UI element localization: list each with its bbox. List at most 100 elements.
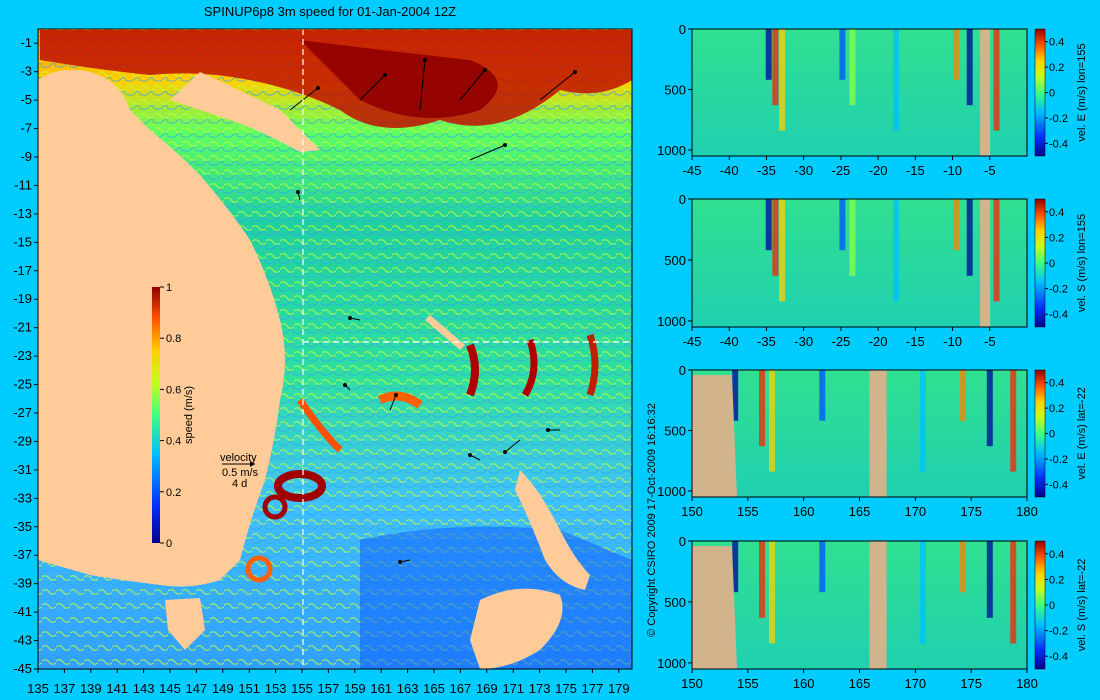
section-stripe: [893, 29, 899, 131]
section-land: [692, 546, 737, 669]
section-y-tick-label: 1000: [657, 484, 686, 499]
section-stripe: [819, 370, 826, 421]
map-y-tick-label: -27: [13, 405, 32, 420]
section-panel-1: -45 -40 -35 -30 -25 -20 -15 -10 -5 0 500 1000 0.4 0.2…: [657, 22, 1088, 178]
section-colorbar-label: vel. S (m/s) lat=-22: [1076, 559, 1088, 652]
section-y-tick-label: 500: [664, 595, 686, 610]
section-land: [980, 199, 991, 327]
section-y-tick-label: 500: [664, 423, 686, 438]
section-x-tick-label: 165: [849, 676, 871, 691]
map-panel: [38, 29, 632, 669]
section-x-tick-label: -35: [757, 334, 776, 349]
section-stripe: [960, 541, 966, 593]
velocity-key-duration: 4 d: [232, 478, 247, 490]
section-panel-2: -45 -40 -35 -30 -25 -20 -15 -10 -5 0 500 1000 0.4 0.2…: [657, 192, 1088, 349]
map-eddy-1: [274, 470, 326, 502]
velocity-key-title: velocity: [220, 452, 257, 464]
section-colorbar-tick-label: 0.4: [1049, 207, 1064, 219]
map-y-tick-label: -39: [13, 576, 32, 591]
section-colorbar-tick-label: 0.4: [1049, 37, 1064, 49]
section-x-tick-label: 180: [1016, 504, 1038, 519]
section-colorbar-tick-label: 0: [1049, 88, 1055, 100]
section-x-tick-label: -30: [794, 334, 813, 349]
section-panel-4: 150 155 160 165 170 175 180 0 500 1000 0.4 0.2 0 -0.2…: [657, 534, 1088, 691]
velocity-key-speed: 0.5 m/s: [222, 467, 259, 479]
section-x-tick-label: -15: [906, 163, 925, 178]
section-y-tick-label: 0: [679, 534, 686, 549]
map-eddy-3: [245, 555, 273, 583]
section-x-tick-label: 160: [793, 676, 815, 691]
map-x-tick-label: 157: [318, 681, 340, 696]
map-y-tick-label: -1: [20, 35, 32, 50]
section-x-tick-label: 170: [904, 676, 926, 691]
section-stripe: [819, 541, 826, 593]
section-frame: [691, 28, 1028, 157]
map-y-tick-label: -37: [13, 547, 32, 562]
section-stripe: [966, 199, 973, 276]
map-y-tick-label: -13: [13, 206, 32, 221]
section-colorbar-tick-label: -0.2: [1049, 113, 1068, 125]
section-colorbar-label: vel. E (m/s) lon=155: [1076, 43, 1088, 141]
section-stripe: [849, 199, 856, 276]
map-x-tick-label: 139: [80, 681, 102, 696]
section-panels: -45 -40 -35 -30 -25 -20 -15 -10 -5 0 500 1000 0.4 0.2…: [657, 22, 1088, 691]
section-stripe: [765, 199, 772, 251]
map-velocity-arrows: [289, 58, 577, 564]
map-y-tick-label: -45: [13, 661, 32, 676]
map-y-tick-label: -25: [13, 377, 32, 392]
map-y-axis: -1 -3 -5 -7 -9 -11 -13 -15 -17 -19 -21 -23 -25 -27 -29…: [13, 35, 38, 676]
section-colorbar-tick-label: 0.4: [1049, 378, 1064, 390]
map-x-tick-label: 135: [27, 681, 49, 696]
section-stripe: [919, 370, 926, 472]
map-colorbar-ticks: 0 0.2 0.4 0.6 0.8 1: [160, 282, 181, 550]
map-x-tick-label: 141: [106, 681, 128, 696]
map-land-nz-north: [515, 470, 590, 590]
section-stripe: [769, 541, 776, 644]
map-y-tick-label: -43: [13, 633, 32, 648]
section-colorbar-tick-label: 0: [1049, 600, 1055, 612]
map-x-tick-label: 137: [54, 681, 76, 696]
map-x-tick-label: 149: [212, 681, 234, 696]
map-x-tick-label: 165: [423, 681, 445, 696]
section-field: [692, 370, 1027, 497]
map-colorbar-tick-label: 0.4: [166, 436, 181, 448]
section-stripe: [993, 199, 1000, 302]
section-field: [692, 29, 1027, 156]
section-colorbar-tick-label: -0.2: [1049, 626, 1068, 638]
section-colorbar-label: vel. S (m/s) lon=155: [1076, 214, 1088, 312]
map-colorbar-tick-label: 0.2: [166, 487, 181, 499]
map-x-tick-label: 179: [608, 681, 630, 696]
section-x-tick-label: -25: [831, 163, 850, 178]
section-x-tick-label: -5: [984, 163, 996, 178]
section-colorbar-tick-label: 0.2: [1049, 403, 1064, 415]
section-stripe: [960, 370, 966, 421]
section-y-tick-label: 0: [679, 22, 686, 37]
section-stripe: [779, 29, 786, 131]
section-colorbar: [1035, 541, 1045, 669]
section-field: [692, 199, 1027, 327]
copyright-text: © Copyright CSIRO 2009 17-Oct-2009 16:16…: [646, 403, 658, 637]
section-x-tick-label: 160: [793, 504, 815, 519]
map-colorbar-tick-label: 1: [166, 282, 172, 294]
section-x-tick-label: -10: [943, 163, 962, 178]
section-frame: [691, 198, 1028, 328]
section-stripe: [849, 29, 856, 106]
section-stripe: [1010, 370, 1017, 472]
section-colorbar-label: vel. E (m/s) lat=-22: [1076, 387, 1088, 480]
section-stripe: [759, 370, 765, 447]
section-x-tick-label: -45: [683, 334, 702, 349]
map-land-new-caledonia: [425, 315, 465, 350]
map-land-tasmania: [165, 598, 205, 650]
figure-title: SPINUP6p8 3m speed for 01-Jan-2004 12Z: [204, 4, 456, 19]
map-land-australia: [38, 69, 285, 587]
section-panel-3: 150 155 160 165 170 175 180 0 500 1000 0.4 0.2 0 -0.2…: [657, 363, 1088, 519]
section-y-tick-label: 0: [679, 363, 686, 378]
map-x-tick-label: 153: [265, 681, 287, 696]
section-colorbar-tick-label: -0.4: [1049, 479, 1068, 491]
map-y-tick-label: -23: [13, 348, 32, 363]
section-y-tick-label: 1000: [657, 314, 686, 329]
section-y-tick-label: 0: [679, 192, 686, 207]
map-y-tick-label: -35: [13, 519, 32, 534]
section-colorbar-tick-label: 0.2: [1049, 574, 1064, 586]
section-stripe: [772, 29, 779, 106]
